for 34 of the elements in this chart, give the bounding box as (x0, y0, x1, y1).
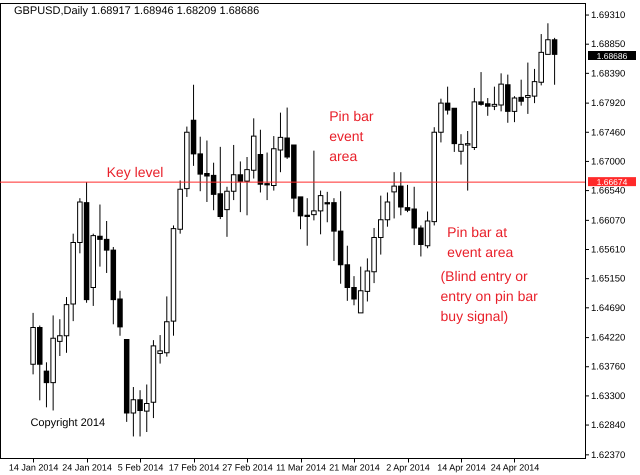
y-tick-label: 1.63300 (591, 390, 626, 402)
y-tick-label: 1.69310 (591, 10, 626, 22)
x-tick-label: 21 Mar 2014 (329, 462, 380, 472)
y-tick-label: 1.67000 (591, 156, 626, 168)
y-tick-label: 1.66070 (591, 215, 626, 226)
y-tick-label: 1.67460 (591, 127, 626, 138)
y-tick-label: 1.64220 (591, 332, 626, 344)
x-tick-label: 14 Apr 2014 (437, 462, 486, 472)
y-tick-label: 1.65610 (591, 244, 626, 256)
annotation: (Blind entry or entry on pin bar buy signal) (440, 268, 538, 324)
y-tick-label: 1.62370 (591, 450, 626, 461)
annotation: Pin bar at event area (447, 224, 514, 260)
y-tick-label: 1.62840 (591, 420, 626, 432)
x-tick-label: 24 Apr 2014 (490, 462, 540, 472)
y-tick-label: 1.68390 (591, 68, 626, 80)
annotation: Copyright 2014 (30, 417, 106, 429)
ref-line-label: 1.66674 (596, 177, 628, 188)
x-tick-label: 2 Apr 2014 (386, 462, 430, 472)
y-tick-label: 1.67920 (591, 98, 626, 110)
x-tick-label: 24 Jan 2014 (62, 462, 112, 472)
y-tick-label: 1.66540 (591, 186, 626, 197)
x-tick-label: 11 Mar 2014 (276, 462, 326, 472)
y-tick-label: 1.68850 (591, 39, 626, 50)
chart-title: GBPUSD,Daily 1.68917 1.68946 1.68209 1.68686 (14, 5, 260, 17)
text: 1.68686 (596, 51, 628, 61)
x-tick-label: 14 Jan 2014 (8, 462, 58, 472)
y-tick-label: 1.65150 (591, 274, 626, 285)
x-tick-label: 5 Feb 2014 (118, 462, 164, 472)
y-tick-label: 1.63760 (591, 362, 626, 373)
x-tick-label: 27 Feb 2014 (222, 462, 273, 472)
x-tick-label: 17 Feb 2014 (168, 462, 220, 472)
annotation: Pin bar event area (329, 108, 374, 164)
annotation: Key level (106, 164, 164, 180)
y-tick-label: 1.64690 (591, 302, 626, 314)
